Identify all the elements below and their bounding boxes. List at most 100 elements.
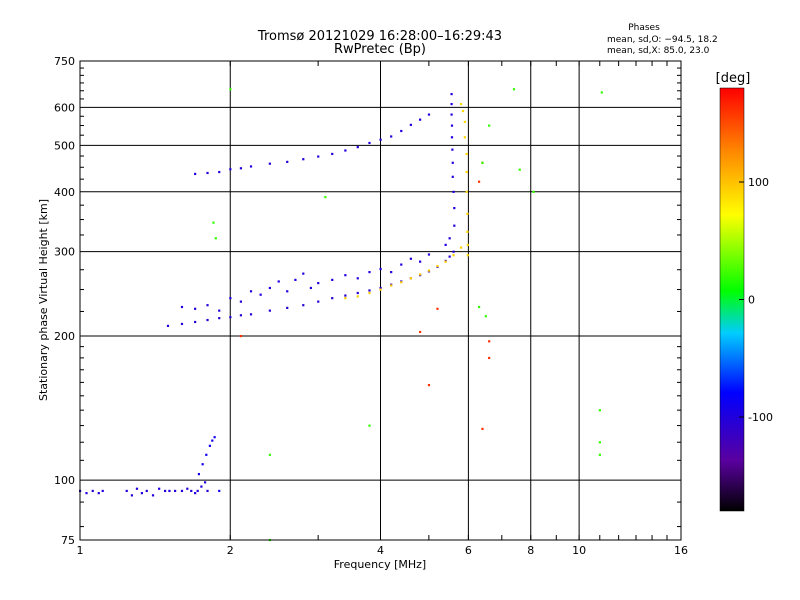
data-point	[168, 489, 171, 493]
data-point	[463, 120, 466, 123]
data-point	[286, 160, 289, 163]
data-point	[451, 148, 454, 151]
data-point	[427, 113, 431, 116]
data-point	[390, 270, 393, 274]
data-point	[211, 439, 214, 442]
data-point	[368, 289, 371, 292]
data-point	[324, 196, 327, 199]
y-tick-labels: 75 100 200 300 400 500 600 750	[54, 55, 75, 547]
data-point	[186, 487, 189, 490]
x-tick-label: 8	[527, 544, 534, 557]
data-point	[453, 206, 456, 210]
data-point	[239, 334, 243, 338]
data-point	[450, 136, 454, 139]
data-point	[91, 489, 94, 493]
data-point	[484, 315, 487, 318]
data-point	[331, 278, 334, 281]
data-point	[481, 427, 484, 431]
data-point	[218, 170, 221, 174]
data-point	[151, 494, 155, 497]
y-tick-label: 75	[61, 534, 75, 547]
data-point	[419, 260, 422, 263]
data-point	[466, 212, 469, 215]
data-point	[135, 487, 139, 490]
colorbar-ticks: 100 0 -100	[739, 176, 773, 424]
data-point	[200, 485, 203, 488]
data-point	[229, 168, 232, 171]
data-point	[239, 314, 243, 317]
data-point	[268, 162, 271, 165]
y-axis-label: Stationary phase Virtual Height [km]	[37, 199, 50, 401]
data-points	[79, 88, 603, 542]
data-point	[229, 297, 232, 300]
data-point	[356, 295, 359, 298]
data-point	[317, 300, 320, 303]
data-point	[488, 340, 491, 343]
data-point	[477, 305, 481, 309]
data-point	[163, 489, 167, 493]
data-point	[518, 168, 521, 171]
data-point	[436, 264, 439, 268]
stats-heading: Phases	[628, 23, 660, 33]
data-point	[158, 487, 161, 490]
data-point	[451, 161, 454, 164]
data-point	[450, 113, 453, 116]
data-point	[463, 136, 466, 139]
colorbar-tick-label: 0	[748, 294, 755, 307]
data-point	[512, 88, 516, 91]
data-point	[180, 305, 184, 309]
chart-title: Tromsø 20121029 16:28:00–16:29:43	[257, 29, 502, 44]
data-point	[125, 489, 128, 493]
data-point	[436, 307, 439, 310]
data-point	[302, 304, 305, 307]
data-point	[196, 489, 199, 493]
data-point	[600, 91, 603, 94]
data-point	[268, 309, 271, 312]
y-tick-label: 200	[54, 330, 75, 343]
data-point	[598, 409, 601, 412]
data-point	[460, 246, 463, 249]
data-point	[286, 306, 289, 309]
data-point	[206, 318, 209, 322]
data-point	[488, 356, 491, 360]
data-point	[598, 453, 601, 456]
data-point	[419, 330, 422, 334]
stats-line-x: mean, sd,X: 85.0, 23.0	[607, 46, 710, 56]
data-point	[97, 492, 100, 495]
data-point	[481, 161, 484, 164]
data-point	[194, 307, 197, 310]
data-point	[206, 489, 209, 493]
data-point	[130, 494, 134, 497]
data-point	[448, 237, 451, 240]
axis-ticks	[79, 61, 682, 540]
data-point	[344, 274, 347, 277]
data-point	[400, 129, 403, 133]
data-point	[444, 260, 447, 263]
data-point	[356, 146, 359, 149]
data-point	[180, 489, 184, 493]
data-point	[466, 254, 469, 257]
data-point	[461, 109, 465, 113]
data-point	[466, 230, 469, 233]
x-axis-label: Frequency [MHz]	[334, 558, 426, 571]
data-point	[379, 288, 382, 291]
data-point	[309, 286, 312, 290]
data-point	[356, 291, 359, 295]
data-point	[302, 272, 305, 275]
data-point	[344, 297, 347, 300]
data-point	[229, 316, 232, 319]
data-point	[450, 124, 454, 127]
data-point	[331, 297, 334, 300]
data-point	[427, 269, 431, 272]
data-point	[356, 277, 359, 280]
data-point	[419, 118, 422, 121]
data-point	[453, 224, 456, 227]
data-point	[331, 152, 334, 156]
data-point	[197, 473, 201, 476]
data-point	[145, 489, 148, 493]
data-point	[203, 481, 207, 484]
data-point	[344, 149, 347, 152]
data-point	[452, 250, 455, 253]
data-point	[229, 88, 232, 91]
